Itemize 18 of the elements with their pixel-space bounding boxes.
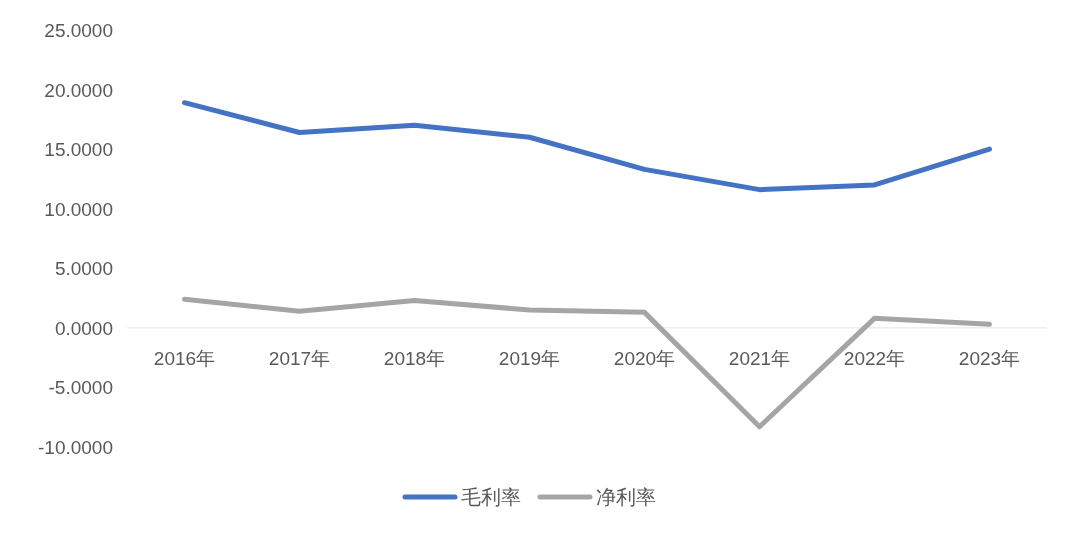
x-tick-label: 2020年 xyxy=(613,347,676,369)
legend-label: 毛利率 xyxy=(461,486,521,508)
y-tick-label: 15.0000 xyxy=(44,139,113,161)
y-tick-label: 25.0000 xyxy=(44,20,113,41)
legend-label: 净利率 xyxy=(596,486,656,508)
y-tick-label: 10.0000 xyxy=(44,198,113,220)
x-tick-label: 2021年 xyxy=(728,347,791,369)
x-tick-label: 2017年 xyxy=(268,347,331,369)
x-tick-label: 2016年 xyxy=(153,347,216,369)
x-tick-label: 2018年 xyxy=(383,347,446,369)
y-tick-label: 0.0000 xyxy=(54,317,113,339)
y-tick-label: -5.0000 xyxy=(48,377,113,399)
x-tick-label: 2019年 xyxy=(498,347,561,369)
y-tick-label: 5.0000 xyxy=(54,258,113,280)
x-tick-label: 2023年 xyxy=(958,347,1021,369)
x-tick-label: 2022年 xyxy=(843,347,906,369)
y-tick-label: -10.0000 xyxy=(37,437,113,458)
y-tick-label: 20.0000 xyxy=(44,79,113,101)
